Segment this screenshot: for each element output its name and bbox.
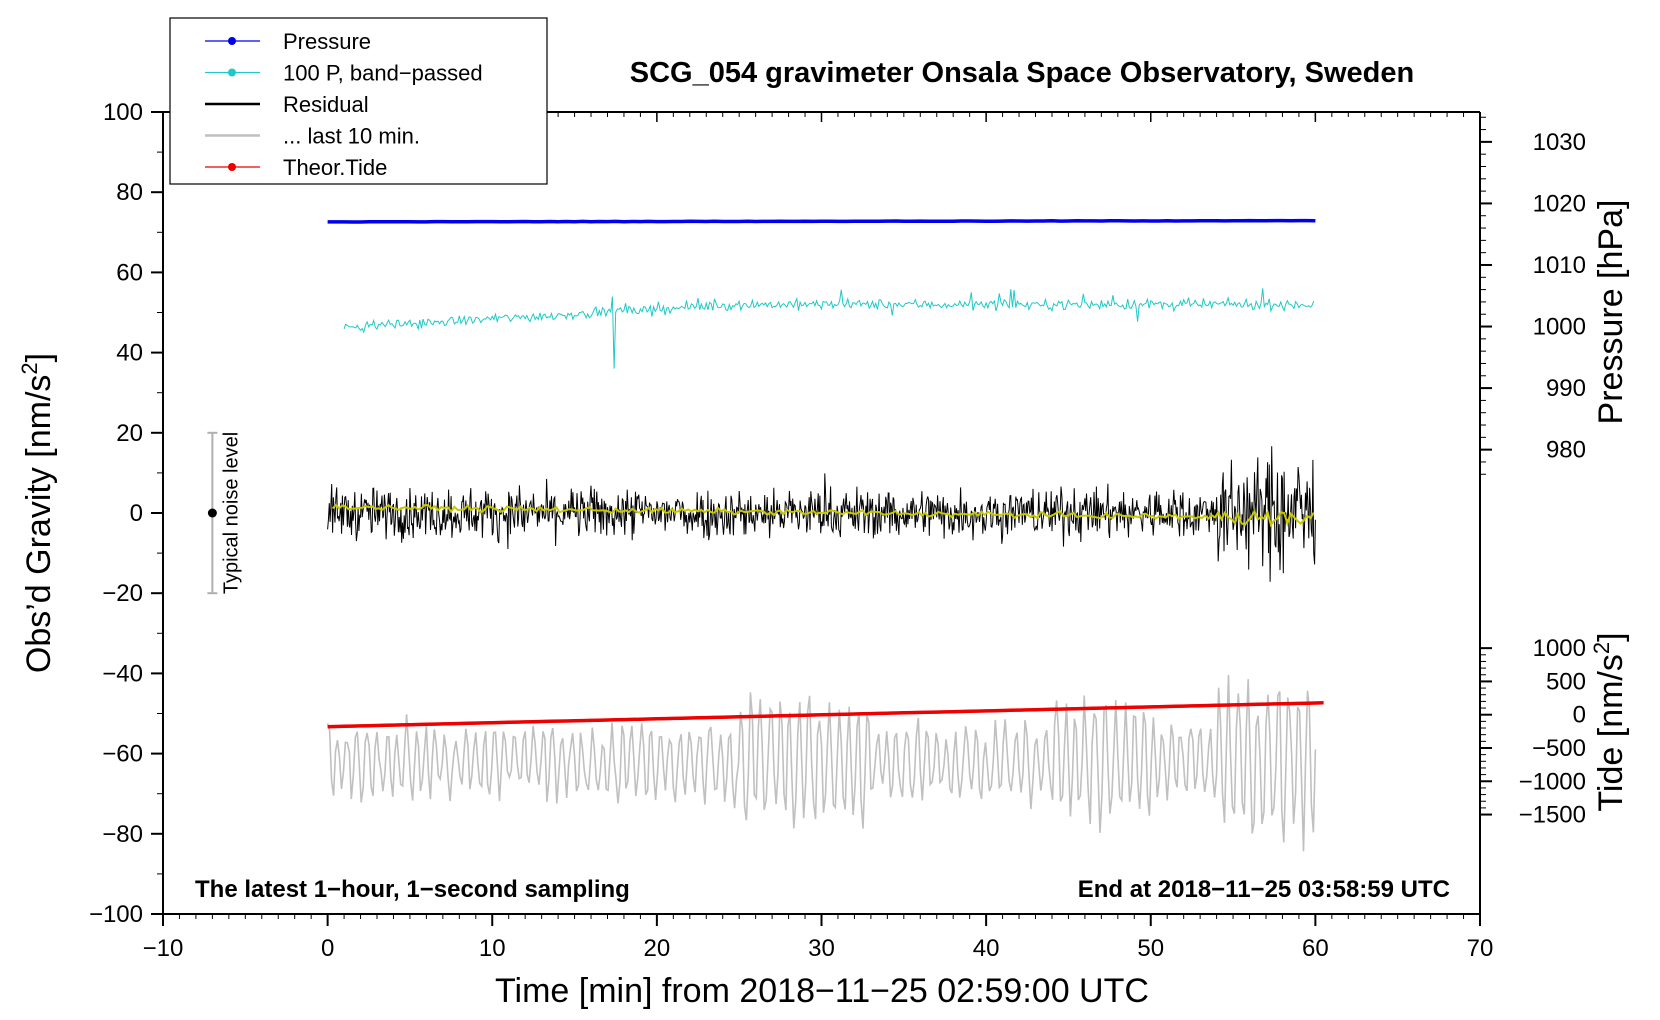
y-axis-title-tide-main: Tide [nm/s: [1592, 654, 1630, 811]
y-axis-title-tide: Tide [nm/s2]: [1589, 632, 1630, 811]
y-axis-title-tide-end: ]: [1592, 632, 1630, 641]
y-axis-title-left-end: ]: [20, 353, 58, 362]
x-tick-label: 50: [1137, 935, 1164, 962]
x-tick-label: 30: [808, 935, 835, 962]
legend-label: Residual: [283, 92, 369, 117]
y-axis-title-pressure: Pressure [hPa]: [1592, 200, 1630, 425]
pressure-tick-label: 980: [1546, 437, 1586, 464]
ticks-layer: −10 0 10 20 30 40 50 60 70100806040200−20−40−60−…: [89, 99, 1586, 962]
tide-tick-label: −1000: [1519, 768, 1586, 795]
y-tick-label: −20: [102, 580, 143, 607]
tide-tick-label: 0: [1573, 702, 1586, 729]
y-tick-label: 100: [103, 99, 143, 126]
annotation-end-time: End at 2018−11−25 03:58:59 UTC: [1078, 876, 1450, 903]
y-tick-label: −100: [89, 901, 143, 928]
series-residual: [327, 446, 1316, 582]
pressure-tick-label: 1030: [1533, 129, 1586, 156]
series-theor-tide: [327, 701, 1324, 729]
annotation-latest-hour: The latest 1−hour, 1−second sampling: [195, 876, 630, 903]
tide-tick-label: 1000: [1533, 635, 1586, 662]
legend-label: 100 P, band−passed: [283, 61, 483, 86]
legend-label: ... last 10 min.: [283, 124, 420, 149]
y-axis-title-left-sup: 2: [17, 362, 42, 374]
x-tick-label: 60: [1302, 935, 1329, 962]
pressure-tick-label: 1000: [1533, 314, 1586, 341]
y-tick-label: 40: [116, 340, 143, 367]
legend-label: Pressure: [283, 29, 371, 54]
x-axis-title: Time [min] from 2018−11−25 02:59:00 UTC: [495, 972, 1149, 1010]
legend: Pressure 100 P, band−passed Residual ... la…: [169, 17, 548, 185]
x-tick-label: 0: [321, 935, 334, 962]
pressure-tick-label: 990: [1546, 375, 1586, 402]
legend-box: [169, 17, 548, 185]
x-tick-label: 70: [1467, 935, 1494, 962]
series-last-10-min: [326, 674, 1317, 852]
x-tick-label: 10: [479, 935, 506, 962]
legend-dot: [228, 37, 236, 45]
y-tick-label: 80: [116, 179, 143, 206]
pressure-tick-label: 1020: [1533, 190, 1586, 217]
y-tick-label: 60: [116, 259, 143, 286]
legend-label: Theor.Tide: [283, 155, 387, 180]
x-tick-label: 40: [973, 935, 1000, 962]
chart-title: SCG_054 gravimeter Onsala Space Observat…: [630, 57, 1414, 89]
y-axis-title-left-main: Obs’d Gravity [nm/s: [20, 375, 58, 674]
noise-center-dot: [207, 508, 217, 518]
pressure-tick-label: 1010: [1533, 252, 1586, 279]
y-axis-title-tide-sup: 2: [1589, 642, 1614, 654]
y-tick-label: 20: [116, 420, 143, 447]
series-residual-smoothed: [331, 503, 1315, 528]
tide-tick-label: −1500: [1519, 802, 1586, 829]
x-tick-label: −10: [143, 935, 184, 962]
y-tick-label: −40: [102, 660, 143, 687]
series-band-passed: [343, 288, 1315, 369]
series-layer: [326, 218, 1324, 852]
x-tick-label: 20: [644, 935, 671, 962]
y-tick-label: 0: [130, 500, 143, 527]
y-tick-label: −60: [102, 741, 143, 768]
y-axis-title-left: Obs’d Gravity [nm/s2]: [17, 353, 58, 673]
y-tick-label: −80: [102, 821, 143, 848]
legend-dot: [228, 163, 236, 171]
series-pressure: [327, 218, 1316, 224]
tide-tick-label: 500: [1546, 668, 1586, 695]
noise-level-marker: [207, 431, 218, 595]
noise-level-label: Typical noise level: [220, 432, 242, 594]
legend-dot: [228, 68, 236, 77]
tide-tick-label: −500: [1532, 735, 1586, 762]
